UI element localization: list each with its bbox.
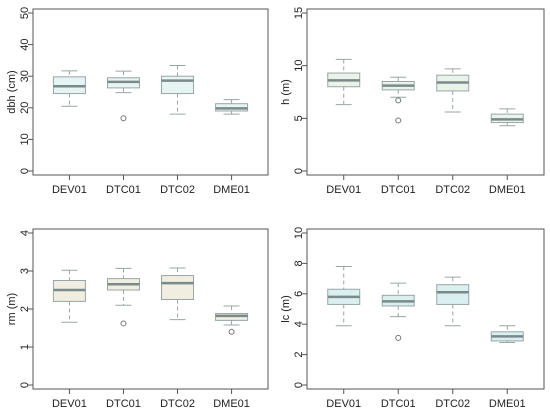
plot-frame — [306, 228, 545, 390]
boxplot-panel-3: 0 1 2 3 4 rm (m) DEV01 DTC01 DTC02 DME01 — [6, 228, 269, 410]
x-tick-label: DEV01 — [326, 184, 361, 196]
box-DEV01 — [52, 269, 86, 323]
y-tick-label: 10 — [19, 133, 31, 145]
box-DTC01 — [106, 267, 140, 327]
x-tick-label: DTC01 — [106, 398, 141, 410]
box-DTC02 — [436, 68, 470, 113]
y-tick-label: 10 — [293, 60, 305, 72]
y-tick-label: 30 — [19, 70, 31, 82]
y-tick-label: 5 — [293, 115, 305, 121]
x-tick-label: DEV01 — [326, 398, 361, 410]
x-tick-label: DTC02 — [160, 184, 195, 196]
y-tick-label: 1 — [19, 344, 31, 350]
y-axis-label: rm (m) — [6, 293, 18, 325]
outlier-point — [120, 320, 127, 327]
plot-frame — [32, 8, 269, 176]
y-tick-label: 4 — [19, 230, 31, 236]
y-tick-label: 0 — [293, 168, 305, 174]
x-tick-label: DTC02 — [435, 398, 470, 410]
plot-frame — [306, 8, 545, 176]
y-axis-label: lc (m) — [280, 295, 292, 323]
y-tick-label: 4 — [293, 321, 305, 327]
plot-frame — [32, 228, 269, 390]
box-DME01 — [490, 325, 524, 343]
y-tick-label: 2 — [19, 306, 31, 312]
y-tick-label: 15 — [293, 7, 305, 19]
outlier-point — [120, 115, 127, 122]
y-tick-label: 6 — [293, 291, 305, 297]
outlier-point — [395, 117, 402, 124]
y-tick-label: 3 — [19, 268, 31, 274]
box-DME01 — [215, 305, 249, 335]
box-DTC01 — [381, 76, 415, 124]
box-DEV01 — [327, 265, 361, 327]
y-tick-label: 10 — [293, 227, 305, 239]
box-DTC02 — [161, 267, 195, 321]
y-tick-label: 2 — [293, 352, 305, 358]
box-DME01 — [215, 99, 249, 115]
box-DEV01 — [327, 58, 361, 106]
y-tick-label: 0 — [19, 168, 31, 174]
y-axis-label: dbh (cm) — [6, 70, 18, 113]
y-tick-label: 0 — [19, 382, 31, 388]
box-DTC02 — [161, 64, 195, 115]
box-DME01 — [490, 108, 524, 127]
boxplot-panel-1: 0 10 20 30 40 50 dbh (cm) DEV01 DTC01 DTC02 DME01 — [6, 7, 269, 196]
x-tick-label: DTC02 — [435, 184, 470, 196]
box-DEV01 — [52, 70, 86, 107]
box-DTC02 — [436, 276, 470, 327]
y-tick-label: 8 — [293, 260, 305, 266]
x-tick-label: DTC02 — [160, 398, 195, 410]
x-tick-label: DME01 — [213, 398, 250, 410]
y-tick-label: 0 — [293, 382, 305, 388]
x-tick-label: DTC01 — [381, 184, 416, 196]
outlier-point — [228, 328, 235, 335]
x-tick-label: DME01 — [489, 184, 526, 196]
x-tick-label: DME01 — [489, 398, 526, 410]
y-tick-label: 40 — [19, 38, 31, 50]
boxplot-panel-4: 0 2 4 6 8 10 lc (m) DEV01 DTC01 DTC02 DME01 — [280, 227, 545, 410]
outlier-point — [395, 334, 402, 341]
boxplot-panel-2: 0 5 10 15 h (m) DEV01 DTC01 DTC02 DME01 — [280, 7, 545, 196]
iqr-box — [161, 275, 195, 300]
outlier-point — [395, 97, 402, 104]
x-tick-label: DTC01 — [381, 398, 416, 410]
x-tick-label: DTC01 — [106, 184, 141, 196]
x-tick-label: DEV01 — [52, 184, 87, 196]
y-axis-label: h (m) — [280, 79, 292, 105]
iqr-box — [161, 75, 195, 95]
x-tick-label: DME01 — [213, 184, 250, 196]
x-tick-label: DEV01 — [52, 398, 87, 410]
box-DTC01 — [381, 282, 415, 341]
iqr-box — [436, 284, 470, 305]
y-tick-label: 20 — [19, 102, 31, 114]
y-tick-label: 50 — [19, 7, 31, 19]
box-DTC01 — [106, 70, 140, 122]
